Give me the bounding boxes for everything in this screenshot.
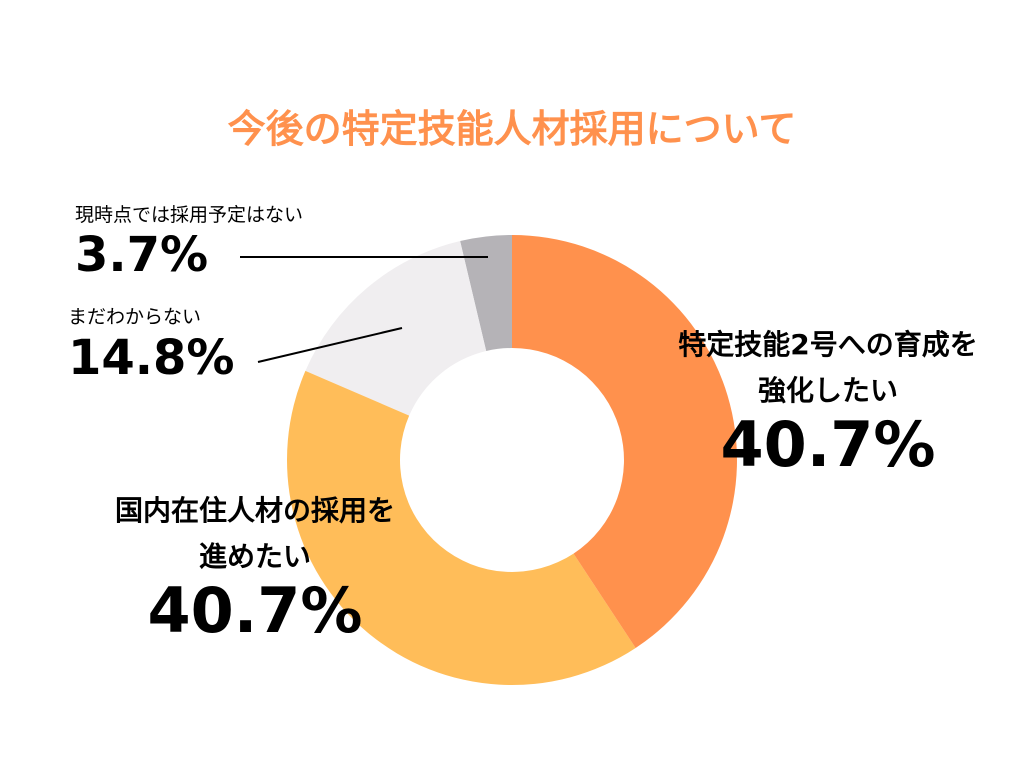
value-label: 40.7% <box>720 408 936 481</box>
slice <box>286 370 636 685</box>
slice-label: 国内在住人材の採用を 進めたい <box>114 494 395 573</box>
slice-label: まだわからない <box>68 306 202 328</box>
leader-line <box>257 327 403 363</box>
slice-label: 現時点では採用予定はない <box>75 204 304 226</box>
value-label: 14.8% <box>68 330 235 386</box>
slice <box>460 235 512 352</box>
slice <box>305 241 487 416</box>
slice-label: 特定技能2号への育成を 強化したい <box>678 328 978 407</box>
value-label: 40.7% <box>147 574 363 647</box>
value-label: 3.7% <box>75 227 209 283</box>
slice <box>512 235 737 648</box>
chart-title: 今後の特定技能人材採用について <box>227 107 797 151</box>
